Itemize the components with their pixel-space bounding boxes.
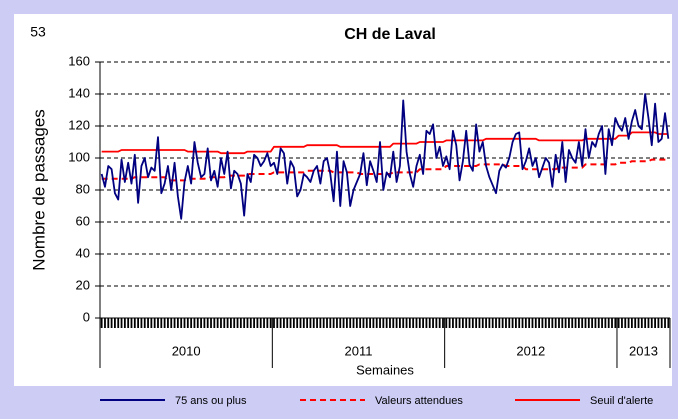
y-tick-label: 140 [68, 85, 90, 100]
y-tick-label: 120 [68, 117, 90, 132]
legend-label: Valeurs attendues [375, 395, 463, 407]
y-tick-label: 100 [68, 149, 90, 164]
series-line [101, 158, 669, 182]
legend-label: Seuil d'alerte [590, 395, 653, 407]
y-tick-label: 80 [76, 181, 90, 196]
page-number: 53 [30, 24, 46, 40]
year-label: 2012 [516, 343, 545, 358]
chart-title: CH de Laval [344, 26, 436, 43]
series-line [100, 93, 670, 220]
year-label: 2013 [629, 343, 658, 358]
y-tick-label: 40 [76, 245, 90, 260]
chart-panel [14, 14, 672, 386]
x-axis-label: Semaines [356, 362, 414, 377]
y-tick-label: 0 [83, 309, 90, 324]
y-axis-label: Nombre de passages [29, 109, 48, 271]
y-tick-label: 60 [76, 213, 90, 228]
legend-label: 75 ans ou plus [175, 395, 247, 407]
y-tick-label: 160 [68, 53, 90, 68]
y-tick-label: 20 [76, 277, 90, 292]
year-label: 2011 [345, 343, 373, 358]
year-label: 2010 [172, 343, 201, 358]
